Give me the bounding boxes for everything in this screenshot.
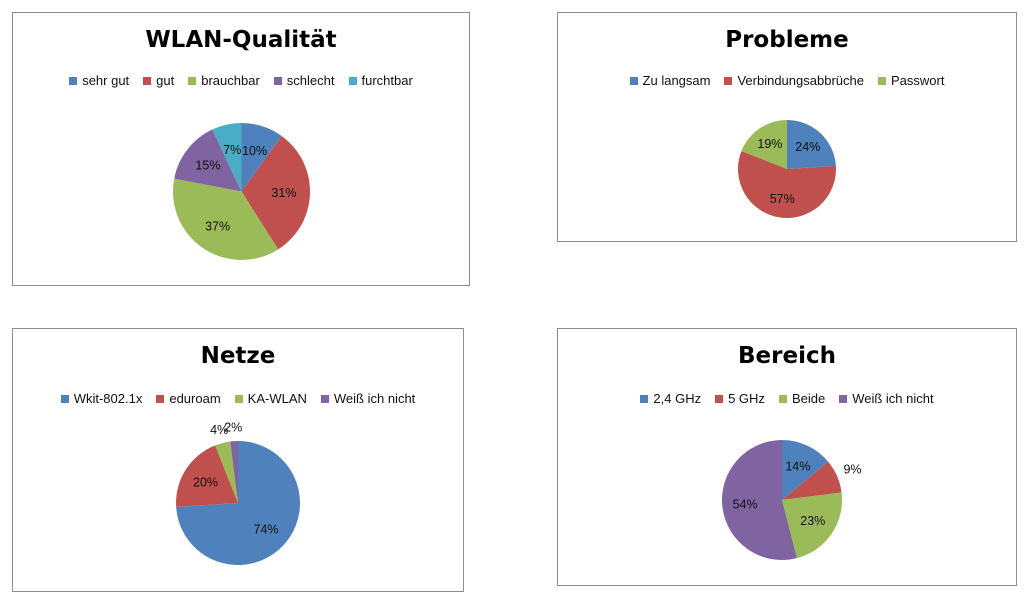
slice-label: 74% bbox=[254, 522, 279, 536]
legend-item: Zu langsam bbox=[629, 73, 711, 88]
pie-slice bbox=[174, 129, 242, 192]
legend-item: Weiß ich nicht bbox=[320, 391, 416, 406]
slice-label: 37% bbox=[205, 220, 230, 234]
pie-chart: 10% 31% 37% 15%7% bbox=[173, 123, 310, 260]
pie-slice bbox=[212, 123, 242, 192]
pie-slice bbox=[176, 445, 238, 507]
chart-title: WLAN-Qualität bbox=[145, 27, 337, 53]
legend-label: 5 GHz bbox=[728, 391, 765, 406]
legend-swatch bbox=[69, 76, 78, 85]
slice-label: 31% bbox=[271, 186, 296, 200]
legend-item: brauchbar bbox=[188, 73, 260, 88]
legend-label: eduroam bbox=[169, 391, 221, 406]
legend-swatch bbox=[877, 76, 886, 85]
pie-chart: 24% 57% 19% bbox=[738, 120, 836, 219]
chart-title: Probleme bbox=[725, 27, 849, 53]
legend-label: Weiß ich nicht bbox=[852, 391, 934, 406]
legend-label: brauchbar bbox=[201, 73, 260, 88]
pie-slice bbox=[176, 441, 300, 565]
legend-swatch bbox=[156, 394, 165, 403]
legend-item: Verbindungsabbrüche bbox=[724, 73, 864, 88]
pie-slice bbox=[215, 441, 238, 503]
legend-swatch bbox=[640, 394, 649, 403]
chart-panel-problems: Probleme Zu langsam Verbindungsabbrüche Pa… bbox=[557, 12, 1017, 242]
pie-slice bbox=[782, 461, 842, 500]
legend-item: schlecht bbox=[273, 73, 335, 88]
slice-label: 24% bbox=[795, 140, 820, 154]
slice-label: 9% bbox=[843, 462, 861, 476]
legend-swatch bbox=[188, 76, 197, 85]
pie-slice bbox=[241, 123, 282, 192]
legend-label: Wkit-802.1x bbox=[73, 391, 143, 406]
legend-swatch bbox=[320, 394, 329, 403]
legend-item: 5 GHz bbox=[715, 391, 765, 406]
pie-slice bbox=[787, 120, 836, 169]
chart-title: Netze bbox=[200, 343, 276, 369]
pie-slice bbox=[722, 440, 797, 560]
legend-item: gut bbox=[143, 73, 174, 88]
chart-panel-networks: Netze Wkit-802.1x eduroam KA-WLAN Weiß ich … bbox=[12, 328, 464, 592]
pie-slice bbox=[741, 120, 787, 169]
slice-label: 2% bbox=[224, 421, 242, 435]
pie-slice bbox=[782, 492, 842, 559]
slice-label: 23% bbox=[800, 514, 825, 528]
legend-label: KA-WLAN bbox=[247, 391, 307, 406]
slice-label: 20% bbox=[193, 475, 218, 489]
chart-legend: sehr gut gut brauchbar schlecht furchtbar bbox=[13, 73, 469, 88]
legend-label: sehr gut bbox=[82, 73, 130, 88]
legend-swatch bbox=[629, 76, 638, 85]
chart-title: Bereich bbox=[738, 343, 836, 369]
chart-panel-band: Bereich 2,4 GHz 5 GHz Beide Weiß ich nicht … bbox=[557, 328, 1017, 586]
legend-label: furchtbar bbox=[361, 73, 413, 88]
slice-label: 57% bbox=[770, 192, 795, 206]
pie-slice bbox=[738, 150, 836, 219]
pie-chart: 74% 20% 4%2% bbox=[176, 421, 300, 565]
legend-swatch bbox=[839, 394, 848, 403]
legend-swatch bbox=[724, 76, 733, 85]
pie-chart: 14% 9% 23% 54% bbox=[722, 440, 862, 560]
slice-label: 54% bbox=[733, 498, 758, 512]
legend-swatch bbox=[234, 394, 243, 403]
legend-item: Passwort bbox=[877, 73, 945, 88]
chart-legend: Zu langsam Verbindungsabbrüche Passwort bbox=[558, 73, 1016, 88]
chart-panel-wlan-quality: WLAN-Qualität sehr gut gut brauchbar schlec… bbox=[12, 12, 470, 286]
slice-label: 4% bbox=[210, 423, 228, 437]
legend-item: Beide bbox=[778, 391, 826, 406]
pie-slice bbox=[230, 441, 238, 503]
legend-item: eduroam bbox=[156, 391, 221, 406]
legend-label: Zu langsam bbox=[642, 73, 711, 88]
legend-swatch bbox=[778, 394, 787, 403]
legend-item: Weiß ich nicht bbox=[839, 391, 934, 406]
legend-label: gut bbox=[156, 73, 175, 88]
legend-label: Beide bbox=[791, 391, 826, 406]
slice-label: 19% bbox=[757, 137, 782, 151]
legend-item: sehr gut bbox=[69, 73, 129, 88]
legend-label: Weiß ich nicht bbox=[333, 391, 416, 406]
legend-label: 2,4 GHz bbox=[653, 391, 702, 406]
legend-item: KA-WLAN bbox=[234, 391, 307, 406]
legend-label: schlecht bbox=[286, 73, 335, 88]
legend-swatch bbox=[143, 76, 152, 85]
legend-label: Verbindungsabbrüche bbox=[737, 73, 864, 88]
slice-label: 7% bbox=[223, 143, 241, 157]
legend-label: Passwort bbox=[890, 73, 945, 88]
pie-slice bbox=[782, 440, 829, 500]
chart-legend: 2,4 GHz 5 GHz Beide Weiß ich nicht bbox=[558, 391, 1016, 406]
legend-item: furchtbar bbox=[348, 73, 413, 88]
legend-swatch bbox=[715, 394, 724, 403]
pie-slice bbox=[173, 178, 279, 260]
slice-label: 14% bbox=[785, 459, 810, 473]
legend-item: 2,4 GHz bbox=[640, 391, 701, 406]
legend-swatch bbox=[348, 76, 357, 85]
pie-slice bbox=[241, 136, 310, 250]
chart-legend: Wkit-802.1x eduroam KA-WLAN Weiß ich nicht bbox=[13, 391, 463, 406]
legend-item: Wkit-802.1x bbox=[60, 391, 143, 406]
slice-label: 15% bbox=[195, 158, 220, 172]
legend-swatch bbox=[60, 394, 69, 403]
slice-label: 10% bbox=[242, 144, 267, 158]
legend-swatch bbox=[273, 76, 282, 85]
